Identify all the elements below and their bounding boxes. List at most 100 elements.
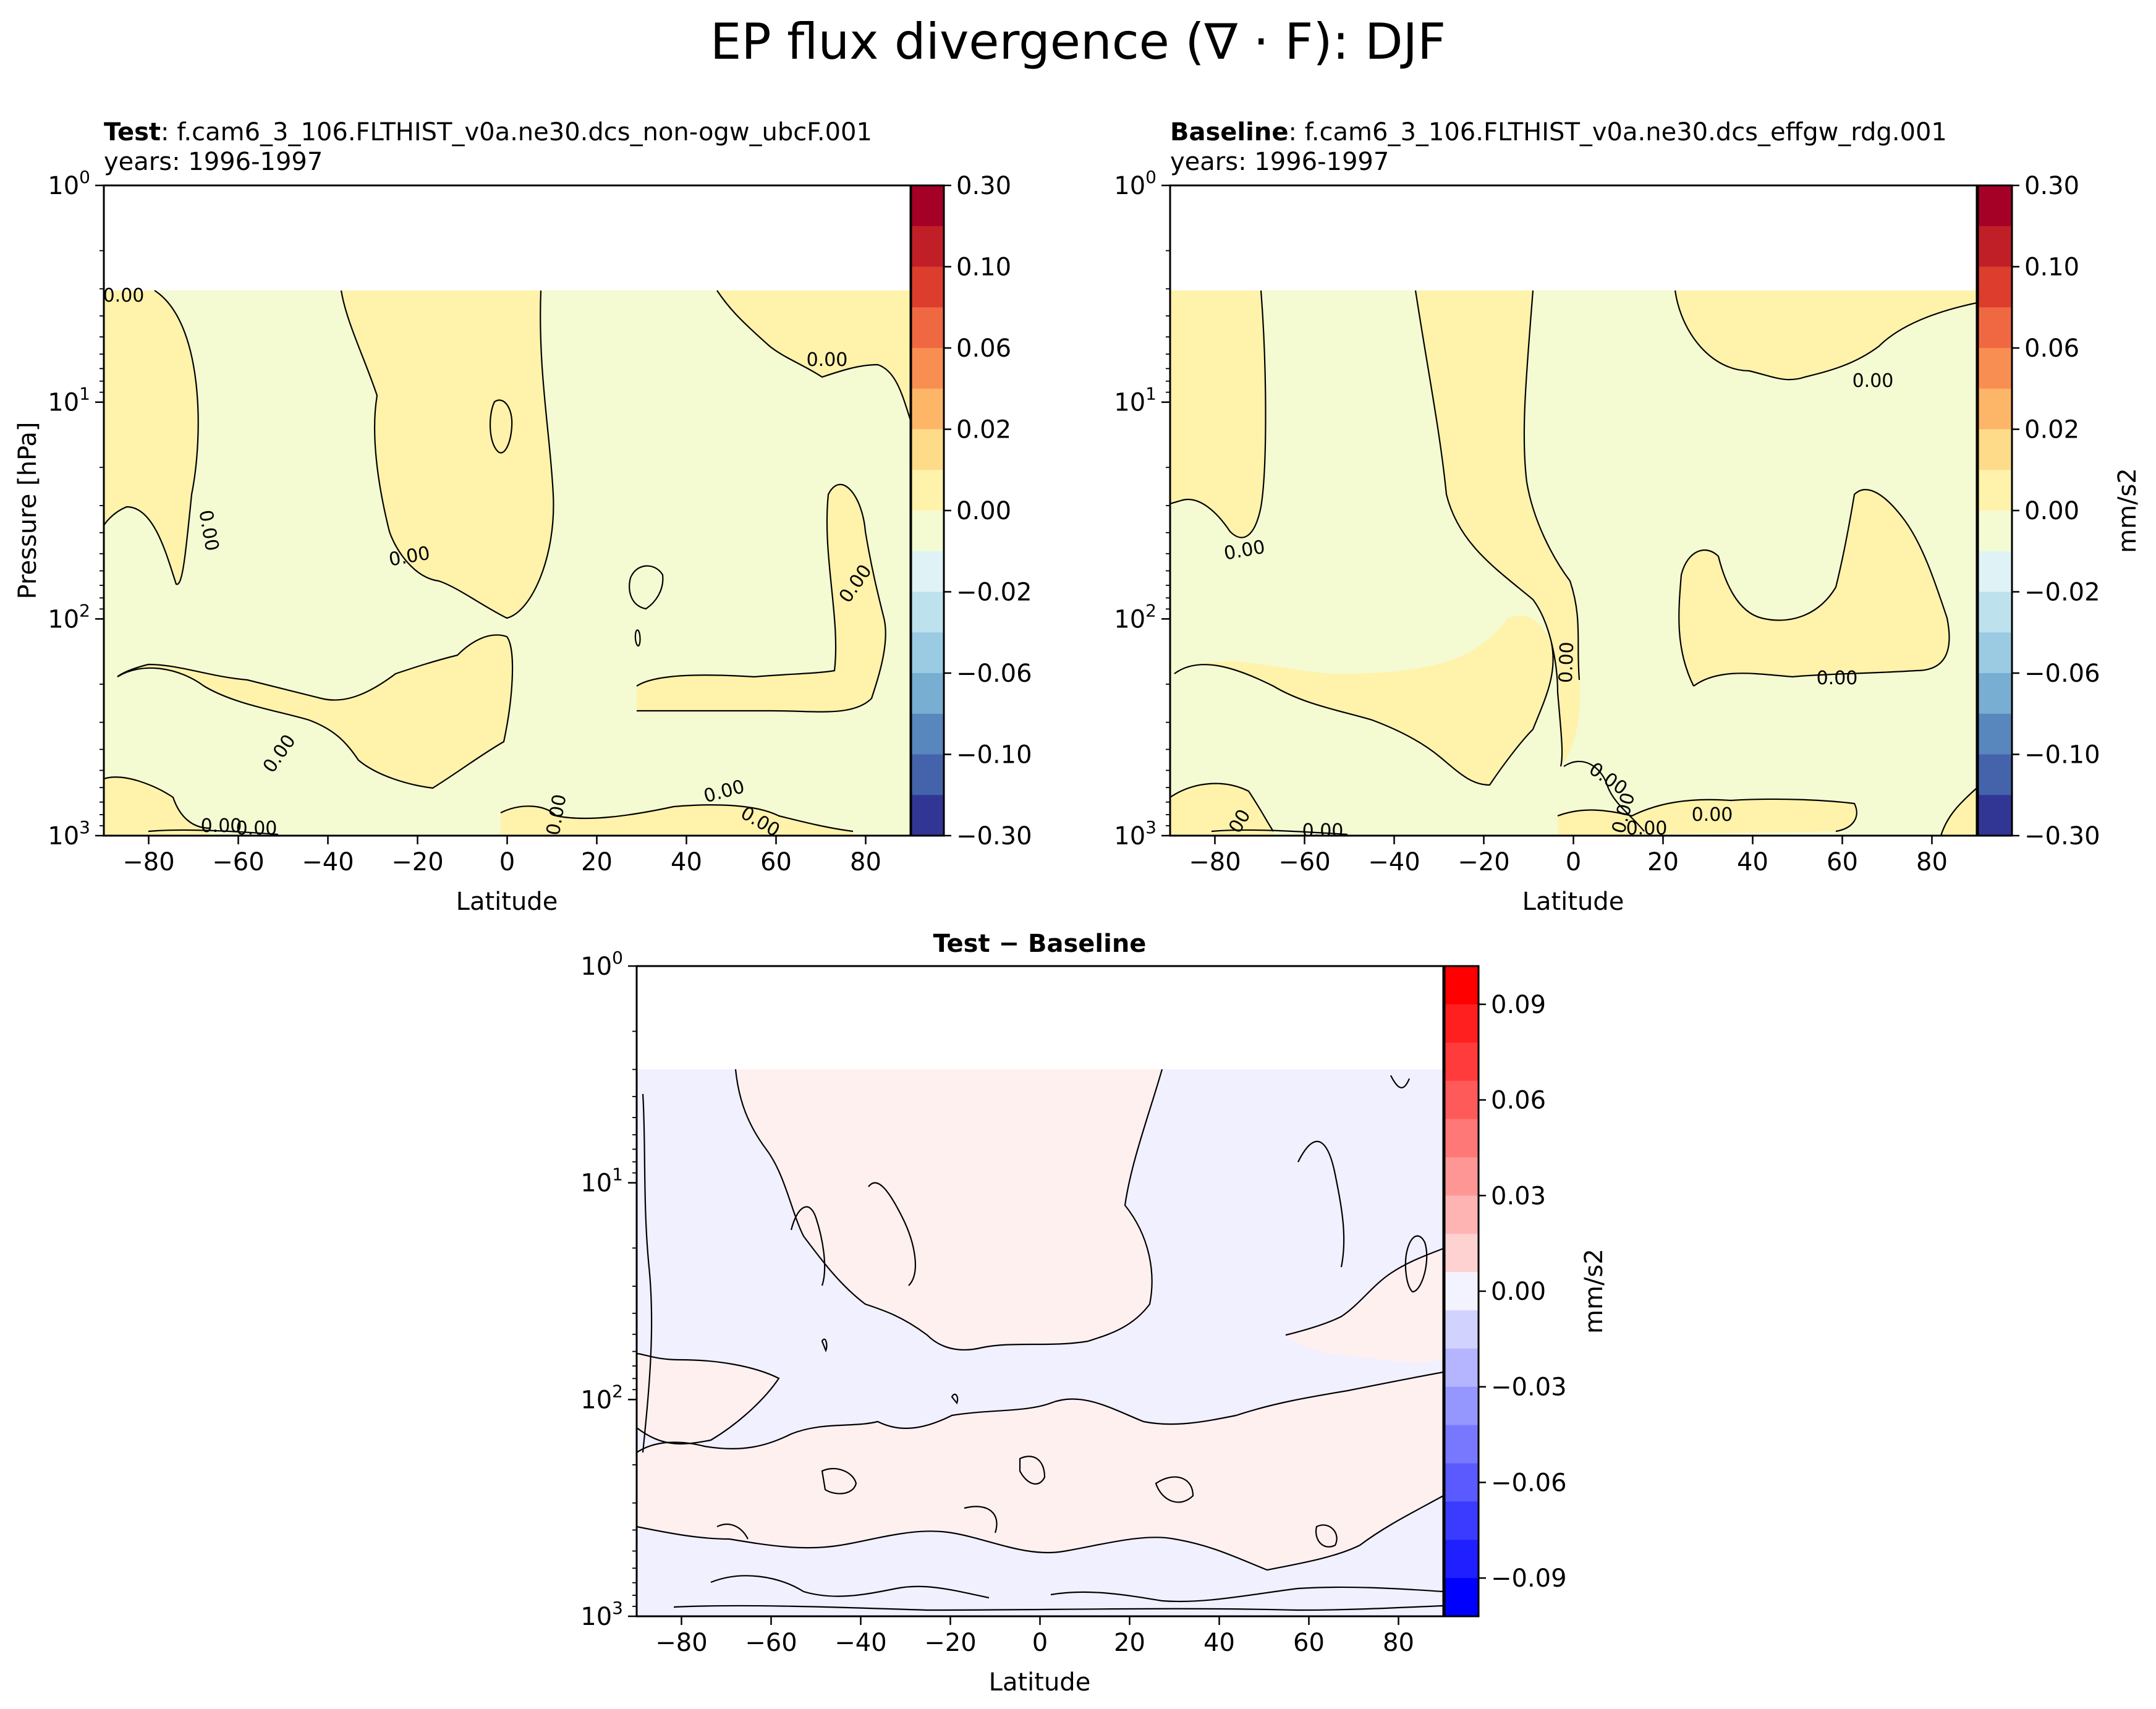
- colorbar-band: [1978, 226, 2012, 268]
- colorbar-tick-label: −0.03: [1491, 1373, 1567, 1402]
- colorbar-tick-label: −0.10: [956, 741, 1032, 770]
- colorbar-band: [1445, 1234, 1479, 1273]
- baseline-contour-line: [1678, 489, 1950, 687]
- test-region-polar-south: [104, 290, 198, 585]
- diff-contour-line: [1404, 1235, 1428, 1293]
- y-tick-base: 10: [48, 389, 79, 417]
- x-tick-label: 60: [1293, 1629, 1325, 1657]
- diff-contour-line: [734, 1069, 1163, 1351]
- baseline-xlabel: Latitude: [1522, 888, 1624, 916]
- colorbar-tick-label: 0.02: [956, 416, 1011, 444]
- diff-contour-line: [1297, 1140, 1345, 1268]
- baseline-contour-line: [1414, 290, 1563, 767]
- baseline-contour-line: [1523, 290, 1581, 681]
- y-tick-base: 10: [48, 822, 79, 850]
- colorbar-band: [1978, 185, 2012, 227]
- colorbar-tick-label: 0.06: [1491, 1087, 1546, 1115]
- test-contour-line: [490, 399, 513, 454]
- diff-contours: [637, 1069, 1443, 1611]
- baseline-region-south-surface: [1170, 783, 1273, 836]
- baseline-contour-line: [1563, 760, 1645, 832]
- colorbar-tick-label: 0.03: [1491, 1182, 1546, 1210]
- y-tick-exponent: 1: [79, 384, 90, 404]
- colorbar-band: [911, 632, 944, 674]
- colorbar-tick-label: −0.10: [2024, 741, 2100, 770]
- colorbar-band: [1978, 592, 2012, 633]
- baseline-contour-label: 0.00: [1626, 818, 1668, 839]
- colorbar-tick-label: 0.10: [956, 253, 1011, 282]
- test-contour-line: [636, 483, 886, 713]
- diff-xticks: −80 −60 −40 −20 0 20 40 60 80: [655, 1616, 1414, 1657]
- x-tick-label: −60: [212, 848, 264, 876]
- diff-contour-line: [716, 1524, 749, 1540]
- colorbar-tick-label: −0.30: [956, 822, 1032, 850]
- test-subtitle: years: 1996-1997: [104, 148, 323, 176]
- x-tick-label: 40: [1737, 848, 1768, 876]
- diff-contour-line: [1050, 1586, 1443, 1603]
- diff-contour-line: [637, 1495, 1443, 1571]
- baseline-region-midstrat: [1415, 290, 1977, 766]
- y-tick-base: 10: [48, 172, 79, 200]
- test-contour-line: [716, 290, 910, 421]
- figure-title: EP flux divergence (∇ · F): DJF: [710, 13, 1446, 70]
- test-xlabel: Latitude: [456, 888, 558, 916]
- test-field: 0.00 0.00 0.00 0.00 0.00 0.00 0.00 0.00 …: [104, 285, 910, 839]
- colorbar-tick-label: 0.02: [2024, 416, 2079, 444]
- test-contour-line: [629, 565, 664, 610]
- colorbar-band: [1445, 1004, 1479, 1043]
- colorbar-band: [911, 754, 944, 795]
- test-region-midstrat: [341, 290, 554, 618]
- colorbar-tick-label: −0.06: [1491, 1469, 1567, 1497]
- colorbar-band: [1445, 1042, 1479, 1082]
- colorbar-band: [911, 673, 944, 715]
- diff-contour-line: [821, 1468, 857, 1495]
- baseline-contour-line: [1211, 829, 1348, 836]
- y-tick-exponent: 1: [1145, 384, 1157, 404]
- test-title-bold: Test: [104, 118, 161, 146]
- baseline-contour-line: [1674, 290, 1977, 381]
- diff-contour-line: [637, 1371, 1443, 1453]
- diff-contour-line: [790, 1206, 826, 1286]
- y-tick-base: 10: [580, 952, 612, 981]
- baseline-region-nh-corner: [1941, 788, 1977, 836]
- diff-contour-line: [710, 1575, 990, 1599]
- colorbar-band: [1445, 1463, 1479, 1502]
- colorbar-band: [1445, 1195, 1479, 1234]
- test-contour-line: [117, 634, 514, 789]
- diff-contour-line: [1390, 1075, 1411, 1088]
- colorbar-band: [1445, 1272, 1479, 1311]
- x-tick-label: 60: [760, 848, 792, 876]
- y-tick-label: 101: [580, 1164, 623, 1198]
- colorbar-tick-label: −0.30: [2024, 822, 2100, 850]
- colorbar-band: [911, 185, 944, 227]
- test-contour-line: [104, 776, 211, 829]
- test-contour-label: 0.00: [807, 349, 848, 371]
- baseline-contours: [1170, 290, 1977, 836]
- diff-contour-line: [673, 1605, 1443, 1611]
- colorbar-tick-label: 0.06: [2024, 334, 2079, 363]
- x-tick-label: 60: [1827, 848, 1858, 876]
- x-tick-label: 40: [1203, 1629, 1235, 1657]
- colorbar-band: [911, 551, 944, 593]
- baseline-region-tropopause: [1174, 616, 1553, 785]
- test-contour-label: 0.00: [236, 818, 278, 839]
- colorbar-band: [911, 795, 944, 836]
- baseline-contour-label: 0.00: [1817, 668, 1858, 689]
- colorbar-band: [1445, 1425, 1479, 1464]
- y-tick-exponent: 2: [79, 600, 90, 621]
- x-tick-label: 0: [1032, 1629, 1048, 1657]
- y-tick-base: 10: [1114, 172, 1145, 200]
- y-tick-exponent: 1: [612, 1164, 623, 1185]
- baseline-title-bold: Baseline: [1170, 118, 1288, 146]
- colorbar-band: [1978, 470, 2012, 511]
- y-tick-exponent: 3: [1145, 817, 1157, 838]
- x-tick-label: −20: [1458, 848, 1509, 876]
- baseline-colorbar-label: mm/s2: [2113, 468, 2142, 553]
- colorbar-band: [1978, 551, 2012, 593]
- diff-colorbar: 0.09 0.06 0.03 0.00 −0.03 −0.06 −0.09: [1443, 965, 1567, 1618]
- test-region-north-lower: [637, 484, 886, 712]
- colorbar-tick-label: −0.02: [956, 579, 1032, 607]
- x-tick-label: −20: [391, 848, 443, 876]
- diff-contour-line: [1315, 1524, 1338, 1548]
